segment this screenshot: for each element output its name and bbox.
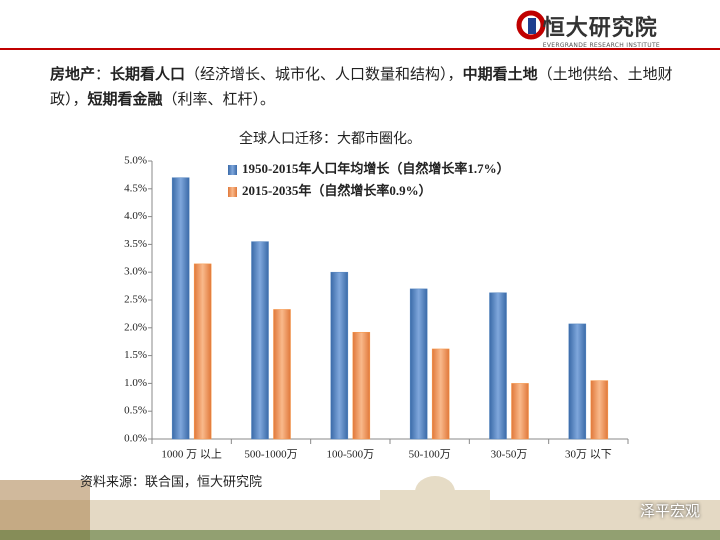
footer-decoration bbox=[0, 476, 720, 540]
legend-swatch bbox=[228, 187, 237, 197]
y-tick-label: 0.5% bbox=[124, 405, 147, 417]
legend-label: 2015-2035年（自然增长率0.9%） bbox=[242, 183, 432, 198]
bar bbox=[171, 177, 190, 440]
legend-label: 1950-2015年人口年均增长（自然增长率1.7%） bbox=[242, 161, 510, 176]
bar bbox=[431, 348, 450, 440]
bar bbox=[489, 292, 507, 440]
logo: 恒大研究院 EVERGRANDE RESEARCH INSTITUTE bbox=[543, 10, 660, 49]
y-tick-label: 1.0% bbox=[124, 377, 147, 389]
x-tick-label: 100-500万 bbox=[326, 449, 374, 461]
bar bbox=[511, 383, 529, 440]
watermark: 泽平宏观 bbox=[640, 502, 701, 520]
legend-swatch bbox=[228, 165, 237, 175]
bar bbox=[273, 309, 291, 440]
bar bbox=[251, 241, 269, 440]
intro-bold: 房地产 bbox=[50, 65, 96, 83]
y-tick-label: 3.5% bbox=[124, 238, 147, 250]
intro-span: （土地供给、土地财政）， bbox=[50, 65, 673, 108]
y-tick-label: 4.5% bbox=[124, 182, 147, 194]
intro-text: 房地产：长期看人口（经济增长、城市化、人口数量和结构），中期看土地（土地供给、土… bbox=[50, 62, 690, 112]
chart-title: 全球人口迁移：大都市圈化。 bbox=[239, 130, 421, 147]
x-tick-label: 30-50万 bbox=[491, 449, 528, 461]
y-tick-label: 3.0% bbox=[124, 266, 147, 278]
x-tick-label: 1000 万 以上 bbox=[161, 448, 222, 461]
y-tick-label: 5.0% bbox=[124, 155, 147, 167]
intro-span: （利率、杠杆）。 bbox=[162, 90, 276, 108]
x-tick-label: 500-1000万 bbox=[244, 449, 297, 461]
y-tick-label: 4.0% bbox=[124, 210, 147, 222]
bar bbox=[590, 380, 609, 440]
intro-bold: 长期看人口 bbox=[110, 65, 186, 83]
logo-subtext: EVERGRANDE RESEARCH INSTITUTE bbox=[542, 42, 660, 49]
bar bbox=[409, 288, 428, 440]
header-rule bbox=[0, 48, 720, 50]
bar bbox=[330, 271, 349, 440]
intro-span: （经济增长、城市化、人口数量和结构）， bbox=[185, 65, 463, 83]
chart: 全球人口迁移：大都市圈化。 0.0% 0.5% 1.0% 1.5% 2.0% 2.5% 3.… bbox=[124, 130, 629, 461]
y-tick-label: 1.5% bbox=[124, 349, 147, 361]
bar bbox=[568, 323, 587, 440]
intro-bold: 中期看土地 bbox=[462, 65, 538, 83]
y-tick-label: 2.5% bbox=[124, 294, 147, 306]
logo-text: 恒大研究院 bbox=[542, 16, 658, 41]
y-tick-label: 0.0% bbox=[124, 433, 147, 445]
source-note: 资料来源：联合国，恒大研究院 bbox=[80, 475, 263, 490]
y-tick-label: 2.0% bbox=[124, 321, 147, 333]
bar bbox=[352, 331, 371, 440]
x-tick-label: 50-100万 bbox=[409, 449, 451, 461]
intro-span: ： bbox=[95, 65, 111, 83]
x-tick-label: 30万 以下 bbox=[565, 449, 612, 461]
intro-bold: 短期看金融 bbox=[87, 90, 163, 108]
logo-icon bbox=[516, 10, 546, 40]
bar bbox=[193, 263, 212, 440]
